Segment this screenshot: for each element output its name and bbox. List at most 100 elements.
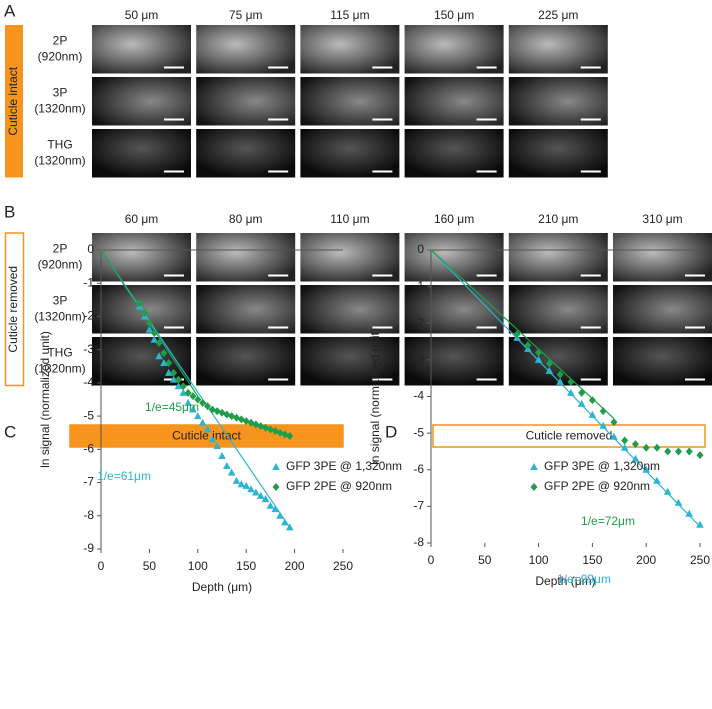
y-axis-label: ln signal (normalized unit) — [368, 328, 382, 465]
data-point — [642, 443, 650, 452]
annotation: 1/e=72μm — [581, 514, 635, 528]
x-tick-label: 200 — [636, 553, 656, 567]
data-point — [642, 465, 650, 473]
y-tick-label: -4 — [83, 375, 94, 389]
side-banner — [4, 232, 25, 387]
y-tick-label: -4 — [413, 389, 424, 403]
data-point — [145, 319, 153, 328]
annotation: 1/e=61μm — [97, 469, 151, 483]
image-tile — [92, 25, 191, 74]
data-point — [620, 443, 629, 451]
row-label: 2P — [53, 241, 68, 255]
data-point — [232, 476, 241, 484]
data-point — [184, 388, 192, 397]
y-tick-label: -6 — [413, 462, 424, 476]
panel-label: B — [4, 202, 15, 221]
y-tick-label: -2 — [413, 315, 424, 329]
row-label: 2P — [53, 33, 68, 47]
row-label: (920nm) — [38, 257, 83, 271]
y-tick-label: -8 — [413, 535, 424, 549]
y-tick-label: 0 — [87, 242, 94, 256]
depth-label: 310 μm — [642, 212, 682, 226]
x-tick-label: 200 — [285, 559, 305, 573]
data-point — [610, 418, 618, 427]
x-tick-label: 0 — [428, 553, 435, 567]
data-point — [567, 377, 575, 386]
image-tile — [404, 337, 504, 386]
image-tile — [508, 337, 608, 386]
y-tick-label: -1 — [83, 275, 94, 289]
data-point — [513, 330, 521, 339]
depth-label: 160 μm — [434, 212, 474, 226]
data-point — [150, 329, 158, 338]
data-point — [155, 339, 163, 348]
x-tick-label: 100 — [188, 559, 208, 573]
data-point — [266, 501, 275, 509]
data-point — [179, 388, 188, 396]
depth-label: 80 μm — [229, 212, 263, 226]
data-point — [631, 440, 639, 449]
data-point — [588, 396, 596, 405]
depth-label: 110 μm — [330, 212, 369, 226]
data-point — [281, 518, 289, 526]
image-tile — [404, 77, 504, 126]
data-point — [169, 375, 178, 383]
image-tile — [196, 129, 296, 178]
legend-marker — [530, 463, 538, 470]
data-point — [653, 476, 661, 484]
row-label: 3P — [53, 85, 68, 99]
data-point — [674, 498, 683, 506]
image-tile — [300, 233, 400, 282]
x-tick-label: 250 — [690, 553, 710, 567]
image-tile — [300, 337, 400, 386]
legend-label: GFP 3PE @ 1,320nm — [286, 459, 402, 473]
y-tick-label: 0 — [417, 242, 424, 256]
side-label: Cuticle removed — [6, 266, 20, 353]
row-label: 3P — [53, 293, 68, 307]
data-point — [663, 487, 672, 495]
y-tick-label: -2 — [83, 309, 94, 323]
y-tick-label: -1 — [413, 279, 424, 293]
data-point — [256, 491, 265, 499]
image-tile — [404, 285, 504, 334]
image-tile — [508, 233, 608, 282]
legend-marker — [272, 483, 280, 491]
data-point — [696, 451, 704, 460]
data-point — [664, 447, 672, 456]
image-tile — [613, 285, 712, 334]
data-point — [164, 368, 173, 376]
data-point — [286, 432, 294, 441]
row-label: (920nm) — [38, 49, 83, 63]
legend-label: GFP 2PE @ 920nm — [544, 479, 650, 493]
y-tick-label: -7 — [413, 499, 424, 513]
image-tile — [92, 129, 191, 178]
image-tile — [508, 285, 608, 334]
panel-label: C — [4, 422, 16, 441]
y-tick-label: -5 — [83, 408, 94, 422]
x-tick-label: 100 — [529, 553, 549, 567]
annotation: 1/e=45μm — [145, 400, 199, 414]
data-point — [631, 454, 640, 462]
y-tick-label: -3 — [83, 342, 94, 356]
row-label: (1320nm) — [34, 101, 85, 115]
x-tick-label: 150 — [582, 553, 602, 567]
data-point — [199, 398, 207, 407]
data-point — [261, 495, 270, 503]
data-point — [535, 348, 543, 357]
data-point — [599, 421, 607, 429]
image-tile — [613, 233, 712, 282]
data-point — [170, 368, 178, 377]
data-point — [184, 398, 192, 406]
data-point — [556, 370, 564, 379]
data-point — [588, 410, 597, 418]
data-point — [218, 451, 226, 459]
data-point — [223, 461, 231, 469]
depth-label: 115 μm — [330, 8, 369, 22]
data-point — [545, 359, 553, 368]
data-point — [252, 488, 260, 496]
x-tick-label: 150 — [236, 559, 256, 573]
data-point — [285, 523, 294, 531]
data-point — [179, 382, 187, 391]
image-tile — [92, 233, 191, 282]
